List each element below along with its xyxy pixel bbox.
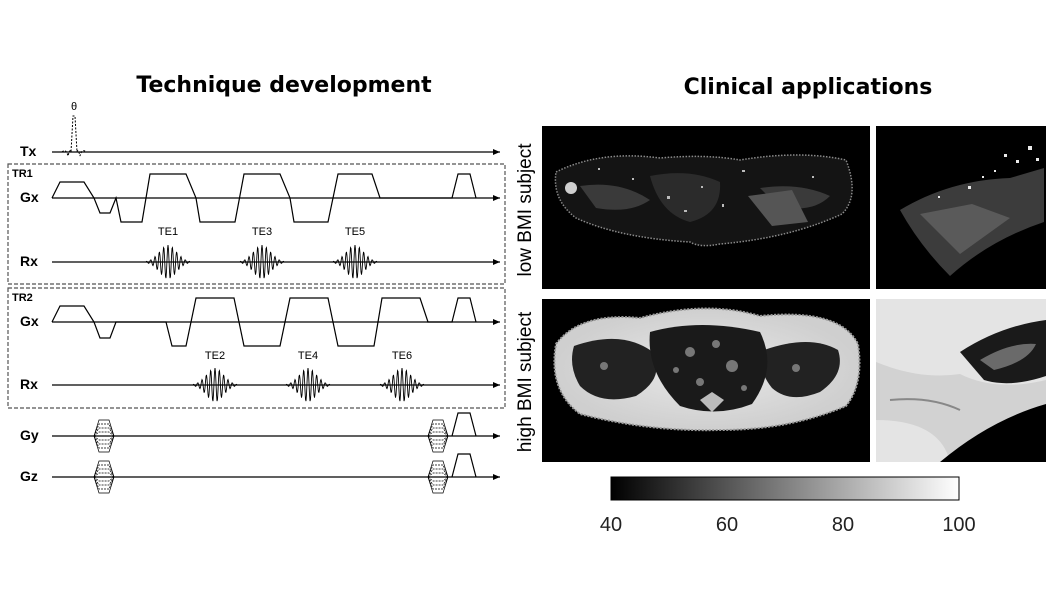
- te3-label: TE3: [252, 226, 272, 238]
- tr2-label: TR2: [12, 292, 33, 304]
- echo-signal-te3: [239, 244, 285, 279]
- colorbar-ticks: 40 60 80 100: [600, 514, 976, 536]
- tr2-echo-group: [192, 367, 425, 402]
- gy-phase-encode-pre: [93, 419, 115, 453]
- colorbar-tick-40: 40: [600, 514, 622, 536]
- te2-label: TE2: [205, 350, 225, 362]
- gz-phase-encode-pre: [93, 460, 115, 494]
- low-bmi-label: low BMI subject: [515, 143, 536, 277]
- gz-spoiler-waveform: [451, 453, 477, 478]
- te1-label: TE1: [158, 226, 178, 238]
- gz-label: Gz: [20, 468, 38, 484]
- low-bmi-axial-image: [542, 126, 870, 289]
- gy-spoiler-waveform: [451, 412, 477, 437]
- clinical-applications-title: Clinical applications: [684, 75, 933, 100]
- gx-tr2-label: Gx: [20, 313, 39, 329]
- high-bmi-zoom-image: [876, 299, 1046, 462]
- tr2-block: [7, 287, 506, 409]
- echo-signal-te5: [332, 244, 378, 279]
- gz-phase-encode-rewind: [427, 460, 449, 494]
- gy-phase-encode-rewind: [427, 419, 449, 453]
- gx-tr2-waveform: [51, 297, 477, 347]
- rx-tr2-label: Rx: [20, 376, 38, 392]
- colorbar-tick-100: 100: [942, 514, 975, 536]
- gx-tr1-waveform: [51, 173, 477, 223]
- low-bmi-zoom-image: [876, 126, 1046, 289]
- rf-excitation-pulse: [61, 115, 87, 157]
- colorbar-tick-80: 80: [832, 514, 854, 536]
- tr1-block: [7, 163, 506, 285]
- pulse-sequence-diagram: Technique development Tx θ TR1 Gx Rx TE1…: [7, 73, 506, 494]
- echo-signal-te2: [192, 367, 238, 402]
- gy-label: Gy: [20, 427, 39, 443]
- high-bmi-label: high BMI subject: [515, 311, 536, 452]
- gz-phase-encode-table: [93, 460, 449, 494]
- tx-label: Tx: [20, 143, 37, 159]
- flip-angle-label: θ: [71, 101, 77, 113]
- te4-label: TE4: [298, 350, 318, 362]
- colorbar: [610, 476, 960, 501]
- echo-signal-te1: [145, 244, 191, 279]
- gx-tr1-label: Gx: [20, 189, 39, 205]
- gy-phase-encode-table: [93, 419, 449, 453]
- echo-signal-te6: [379, 367, 425, 402]
- te6-label: TE6: [392, 350, 412, 362]
- technique-development-title: Technique development: [136, 73, 432, 98]
- colorbar-tick-60: 60: [716, 514, 738, 536]
- clinical-images-panel: Clinical applications low BMI subject hi…: [515, 75, 1046, 536]
- tr1-label: TR1: [12, 168, 33, 180]
- echo-signal-te4: [285, 367, 331, 402]
- high-bmi-axial-image: [542, 299, 870, 462]
- rx-tr1-label: Rx: [20, 253, 38, 269]
- tr1-echo-group: [145, 244, 378, 279]
- te5-label: TE5: [345, 226, 365, 238]
